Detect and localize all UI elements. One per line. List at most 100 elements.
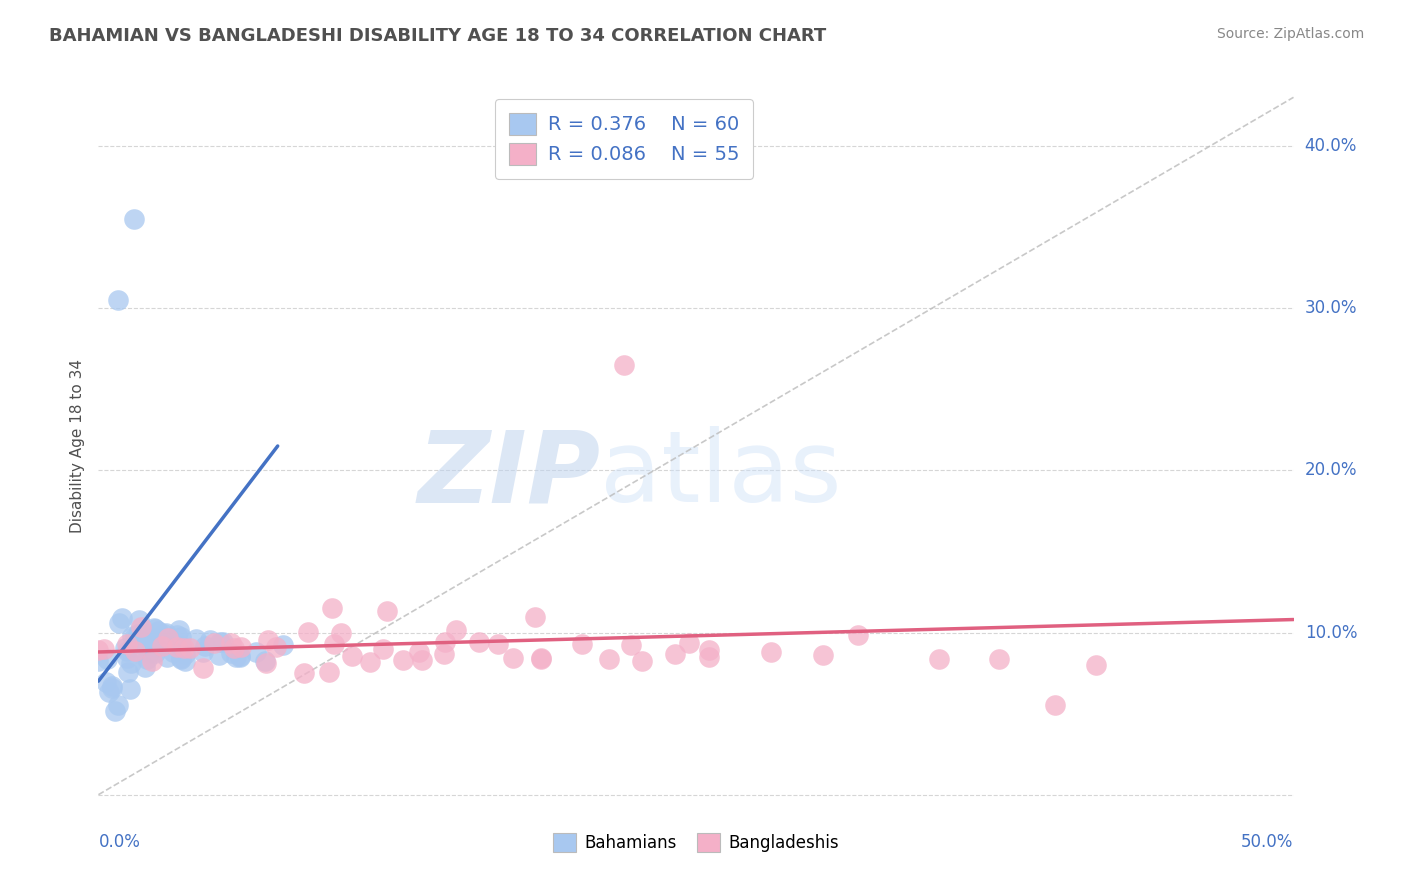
Point [257,632,280,647]
Text: 0.0%: 0.0% [98,833,141,851]
Point [375,604,398,618]
Point [141,654,163,668]
Point [297,625,319,640]
Point [170,639,193,653]
Point [125,640,148,654]
Point [193,661,215,675]
Point [174,654,197,668]
Point [225,649,247,664]
Point [193,645,215,659]
Text: 10.0%: 10.0% [1305,624,1357,641]
Point [124,211,146,226]
Point [221,636,243,650]
Point [846,627,869,641]
Point [342,648,364,663]
Point [104,704,127,718]
Point [108,615,131,630]
Point [678,636,700,650]
Point [135,652,157,666]
Point [468,635,491,649]
Point [121,629,143,643]
Text: 30.0%: 30.0% [1305,299,1357,318]
Point [148,624,170,638]
Point [115,643,138,657]
Point [167,623,190,637]
Point [697,649,720,664]
Point [411,653,433,667]
Point [115,637,138,651]
Point [229,640,252,654]
Point [142,621,165,635]
Point [117,665,139,679]
Point [98,685,121,699]
Point [128,613,150,627]
Point [502,651,524,665]
Point [120,657,142,671]
Point [138,646,160,660]
Point [330,626,353,640]
Point [107,293,129,307]
Point [322,636,344,650]
Point [153,627,176,641]
Point [273,639,295,653]
Point [87,642,110,657]
Point [630,655,652,669]
Point [143,646,166,660]
Point [988,651,1011,665]
Point [124,644,146,658]
Point [524,609,547,624]
Point [359,656,381,670]
Point [292,666,315,681]
Point [408,644,430,658]
Point [170,652,193,666]
Point [124,629,146,643]
Point [162,645,184,659]
Point [107,698,129,712]
Point [208,648,231,662]
Point [170,631,193,645]
Point [170,651,193,665]
Point [166,628,188,642]
Point [134,660,156,674]
Text: BAHAMIAN VS BANGLADESHI DISABILITY AGE 18 TO 34 CORRELATION CHART: BAHAMIAN VS BANGLADESHI DISABILITY AGE 1… [49,27,827,45]
Text: 50.0%: 50.0% [1241,833,1294,851]
Point [433,648,456,662]
Point [254,656,277,670]
Point [127,626,149,640]
Point [135,627,157,641]
Point [118,681,141,696]
Point [229,648,252,663]
Point [129,633,152,648]
Point [434,635,457,649]
Y-axis label: Disability Age 18 to 34: Disability Age 18 to 34 [69,359,84,533]
Point [254,654,277,668]
Point [114,641,136,656]
Point [100,681,122,695]
Point [373,641,395,656]
Point [93,642,115,657]
Point [245,644,267,658]
Text: 40.0%: 40.0% [1305,137,1357,155]
Point [598,652,620,666]
Point [219,646,242,660]
Point [179,640,201,655]
Point [152,637,174,651]
Point [184,632,207,647]
Point [110,611,132,625]
Point [212,635,235,649]
Point [202,636,225,650]
Point [813,648,835,663]
Point [94,674,117,689]
Text: ZIP: ZIP [418,426,600,523]
Point [150,639,173,653]
Text: Source: ZipAtlas.com: Source: ZipAtlas.com [1216,27,1364,41]
Point [530,651,553,665]
Point [166,640,188,654]
Point [96,652,118,666]
Point [446,624,468,638]
Point [664,647,686,661]
Point [101,679,124,693]
Point [129,620,152,634]
Point [198,632,221,647]
Point [142,633,165,648]
